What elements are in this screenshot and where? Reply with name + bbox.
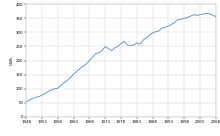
Y-axis label: GWh: GWh [10, 56, 14, 65]
